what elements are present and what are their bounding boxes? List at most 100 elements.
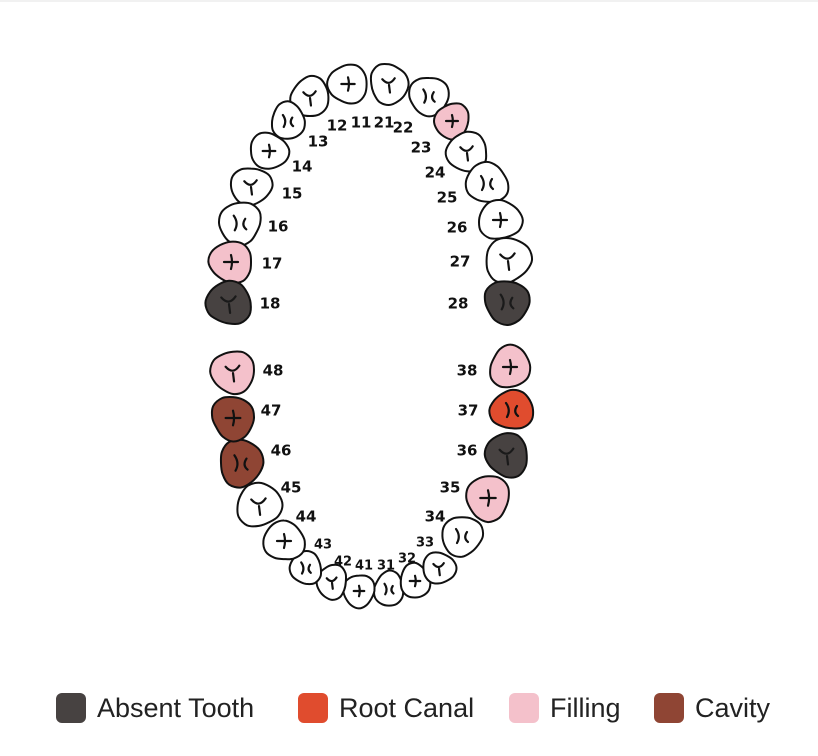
tooth-13-body [270,100,306,140]
tooth-33-groove [432,562,445,577]
tooth-number-31: 31 [377,559,395,574]
tooth-number-46: 46 [271,442,292,460]
tooth-number-15: 15 [282,185,303,203]
tooth-number-33: 33 [416,536,434,551]
tooth-46-groove [233,454,249,472]
tooth-number-44: 44 [296,508,317,526]
tooth-36-body [483,432,528,479]
legend-swatch-absent [56,693,86,723]
top-border [0,0,818,2]
tooth-15 [229,167,274,207]
tooth-33-body [422,551,458,585]
tooth-number-34: 34 [425,508,446,526]
tooth-number-21: 21 [374,114,395,132]
tooth-28-body [483,280,531,327]
tooth-number-14: 14 [292,158,313,176]
tooth-number-27: 27 [450,253,471,271]
tooth-28 [483,280,531,327]
tooth-11 [326,63,368,105]
tooth-number-38: 38 [457,362,478,380]
tooth-17 [207,240,253,285]
legend-swatch-cavity [654,693,684,723]
tooth-34-body [441,516,485,558]
tooth-21 [369,62,410,106]
tooth-32-groove [408,574,422,588]
tooth-number-13: 13 [308,133,329,151]
tooth-31-groove [383,582,395,596]
tooth-48 [209,350,255,396]
tooth-38 [489,343,532,389]
tooth-35 [465,475,510,524]
tooth-41-groove [352,584,366,598]
tooth-25 [464,160,510,203]
tooth-number-41: 41 [355,559,373,574]
tooth-45 [236,481,284,528]
tooth-27 [485,237,534,284]
tooth-22 [408,76,450,118]
tooth-12-groove [302,90,317,107]
tooth-14-groove [261,143,277,159]
legend-swatch-filling [509,693,539,723]
tooth-number-12: 12 [327,117,348,135]
tooth-16-groove [232,214,248,232]
tooth-35-groove [479,489,497,507]
tooth-41 [342,574,376,610]
tooth-number-35: 35 [440,479,461,497]
tooth-number-18: 18 [260,295,281,313]
tooth-number-22: 22 [393,119,414,137]
tooth-number-42: 42 [334,555,352,570]
tooth-31 [372,569,405,607]
tooth-44-groove [275,532,293,550]
tooth-44 [262,519,306,561]
tooth-45-body [236,481,284,528]
tooth-43-groove [300,561,312,575]
tooth-15-groove [243,179,258,196]
tooth-16-body [217,201,262,247]
tooth-23-groove [444,113,460,129]
tooth-35-body [465,475,510,524]
tooth-number-28: 28 [448,295,469,313]
tooth-33 [422,551,458,585]
tooth-34-groove [454,527,470,545]
tooth-27-groove [499,252,516,271]
tooth-13 [270,100,306,140]
tooth-18-groove [220,295,237,314]
tooth-17-groove [222,253,240,271]
tooth-14 [249,131,291,170]
tooth-number-16: 16 [268,218,289,236]
tooth-number-17: 17 [262,255,283,273]
tooth-number-36: 36 [457,442,478,460]
tooth-number-23: 23 [411,139,432,157]
tooth-25-groove [479,174,495,192]
tooth-number-24: 24 [425,164,446,182]
legend-label-absent: Absent Tooth [97,692,255,723]
tooth-37-body [488,388,535,430]
tooth-36 [483,432,528,479]
tooth-37-groove [504,401,520,419]
tooth-21-groove [381,77,396,94]
tooth-number-11: 11 [351,114,372,132]
tooth-13-groove [281,113,295,129]
tooth-26 [478,198,524,240]
legend-label-filling: Filling [550,692,621,723]
tooth-43 [288,549,323,586]
tooth-37 [488,388,535,430]
tooth-42 [315,563,348,601]
tooth-number-47: 47 [261,402,282,420]
legend-item-filling: Filling [509,688,621,728]
tooth-number-25: 25 [437,189,458,207]
tooth-25-body [464,160,510,203]
tooth-38-groove [501,358,519,376]
tooth-43-body [288,549,323,586]
legend-item-cavity: Cavity [654,688,770,728]
tooth-42-groove [325,576,338,590]
tooth-11-groove [340,76,356,92]
legend-swatch-root-canal [298,693,328,723]
tooth-48-groove [224,364,241,383]
tooth-16 [217,201,262,247]
tooth-36-groove [498,447,515,466]
tooth-number-48: 48 [263,362,284,380]
tooth-22-groove [422,88,436,104]
tooth-47-groove [224,409,242,427]
